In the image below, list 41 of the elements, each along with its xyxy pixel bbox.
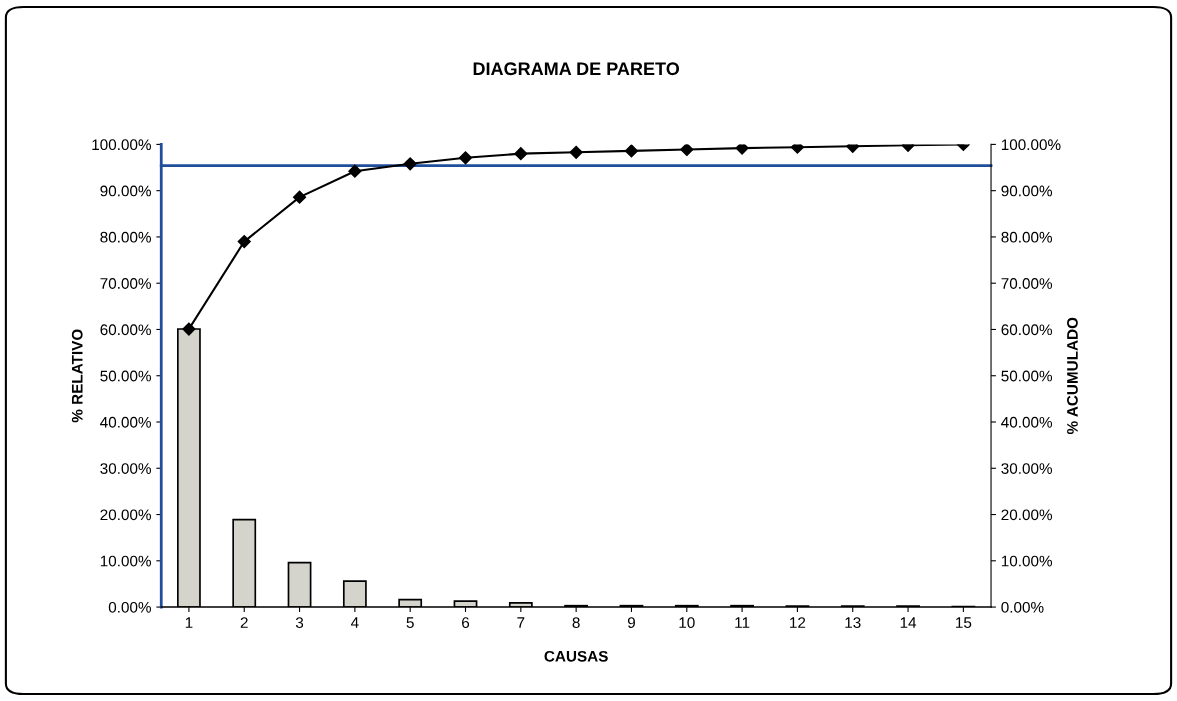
x-tick-label: 8 [572,617,580,629]
y-tick-label: 60.00% [100,324,151,336]
y-tick-label: 70.00% [100,278,151,289]
y-tick-label: 0.00% [108,601,151,613]
x-tick-label: 10 [679,617,695,629]
y-tick-label: 20.00% [100,509,151,521]
y2-axis-title: % ACUMULADO [1067,317,1078,435]
x-tick-label: 7 [517,617,525,628]
x-axis-title: CAUSAS [544,650,608,662]
y2-tick-label: 30.00% [1001,463,1053,474]
y2-tick-label: 60.00% [1001,324,1053,336]
y2-tick-label: 50.00% [1001,370,1053,382]
y-tick-label: 50.00% [100,370,151,382]
y-tick-label: 80.00% [100,231,151,243]
x-tick-label: 2 [240,617,248,628]
chart-title: DIAGRAMA DE PARETO [473,62,680,76]
y-tick-label: 30.00% [100,463,151,474]
x-tick-label: 13 [845,617,861,629]
x-tick-label: 11 [735,617,750,628]
y2-tick-label: 0.00% [1001,601,1044,613]
y-tick-label: 100.00% [92,139,151,151]
y-axis-title: % RELATIVO [71,329,83,423]
y2-tick-label: 70.00% [1001,278,1053,289]
x-tick-label: 14 [900,617,917,628]
x-tick-label: 6 [462,617,470,629]
y2-tick-label: 80.00% [1001,231,1053,243]
y-tick-label: 90.00% [100,185,151,197]
y2-tick-label: 20.00% [1001,509,1053,521]
x-tick-label: 12 [790,617,806,628]
y-tick-label: 10.00% [100,555,151,567]
y2-tick-label: 100.00% [1001,139,1061,151]
x-tick-label: 1 [185,617,193,628]
y2-tick-label: 90.00% [1001,185,1053,197]
x-tick-label: 15 [956,617,972,629]
x-tick-label: 5 [406,617,414,629]
x-tick-label: 4 [350,617,359,628]
y2-tick-label: 40.00% [1001,416,1053,428]
y-tick-label: 40.00% [100,416,151,428]
y2-tick-label: 10.00% [1001,555,1053,567]
x-tick-label: 3 [295,617,304,629]
x-tick-label: 9 [627,617,635,629]
